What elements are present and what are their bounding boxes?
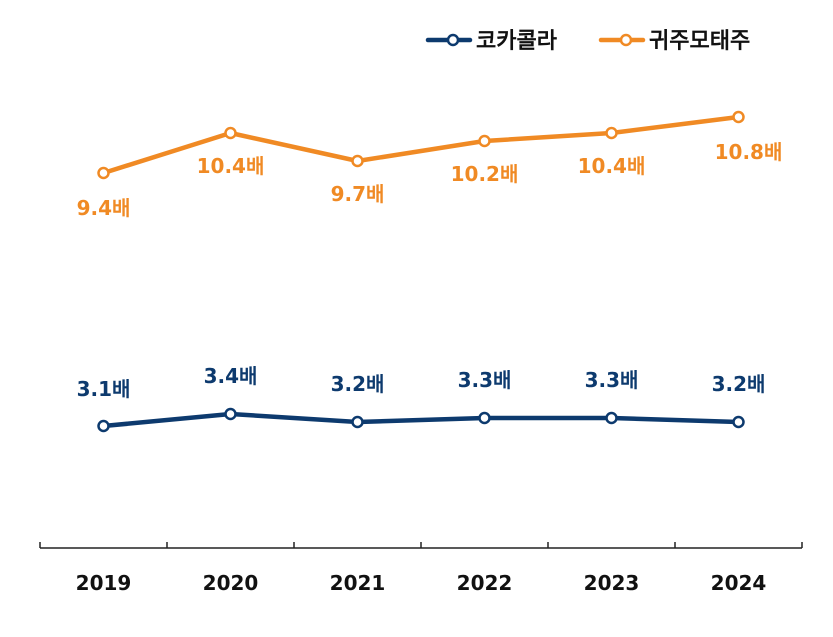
data-label: 3.2배 xyxy=(712,372,766,396)
data-point xyxy=(97,419,110,433)
legend-item: 코카콜라 xyxy=(425,29,558,54)
data-label: 10.2배 xyxy=(451,162,519,186)
data-label: 9.7배 xyxy=(331,182,385,206)
data-label: 10.4배 xyxy=(578,154,646,178)
legend: 코카콜라 귀주모태주 xyxy=(425,29,750,54)
legend-swatch-marker xyxy=(619,33,633,47)
x-tick-label: 2023 xyxy=(584,571,640,595)
series-cocacola: 3.1배 3.4배 3.2배 3.3배 3.3배 3.2배 xyxy=(77,364,766,433)
data-label: 3.1배 xyxy=(77,377,131,401)
series-moutai: 9.4배 10.4배 9.7배 10.2배 10.4배 10.8배 xyxy=(77,110,783,220)
series-layer: 3.1배 3.4배 3.2배 3.3배 3.3배 3.2배 9.4배 10.4배 9.7배 10.… xyxy=(77,110,783,433)
data-label: 10.8배 xyxy=(715,140,783,164)
x-tick-label: 2022 xyxy=(457,571,513,595)
series-line xyxy=(101,114,741,176)
data-point xyxy=(478,134,491,148)
series-line xyxy=(101,411,741,429)
data-point xyxy=(732,415,745,429)
data-label: 10.4배 xyxy=(197,154,265,178)
data-point xyxy=(351,415,364,429)
x-tick-label: 2020 xyxy=(203,571,259,595)
legend-swatch-marker xyxy=(446,33,460,47)
data-point xyxy=(732,110,745,124)
x-tick-label: 2019 xyxy=(76,571,132,595)
data-point xyxy=(351,154,364,168)
data-point xyxy=(224,407,237,421)
x-tick-label: 2024 xyxy=(711,571,767,595)
data-point xyxy=(97,166,110,180)
legend-item: 귀주모태주 xyxy=(598,29,750,54)
data-label: 3.3배 xyxy=(458,368,512,392)
legend-label: 코카콜라 xyxy=(476,29,558,54)
data-point xyxy=(605,126,618,140)
data-point xyxy=(478,411,491,425)
x-tick-label: 2021 xyxy=(330,571,386,595)
data-label: 3.2배 xyxy=(331,372,385,396)
data-point xyxy=(224,126,237,140)
legend-label: 귀주모태주 xyxy=(649,29,750,54)
data-label: 3.3배 xyxy=(585,368,639,392)
data-label: 9.4배 xyxy=(77,196,131,220)
x-axis: 2019 2020 2021 2022 2023 2024 xyxy=(39,542,803,595)
data-label: 3.4배 xyxy=(204,364,258,388)
data-point xyxy=(605,411,618,425)
